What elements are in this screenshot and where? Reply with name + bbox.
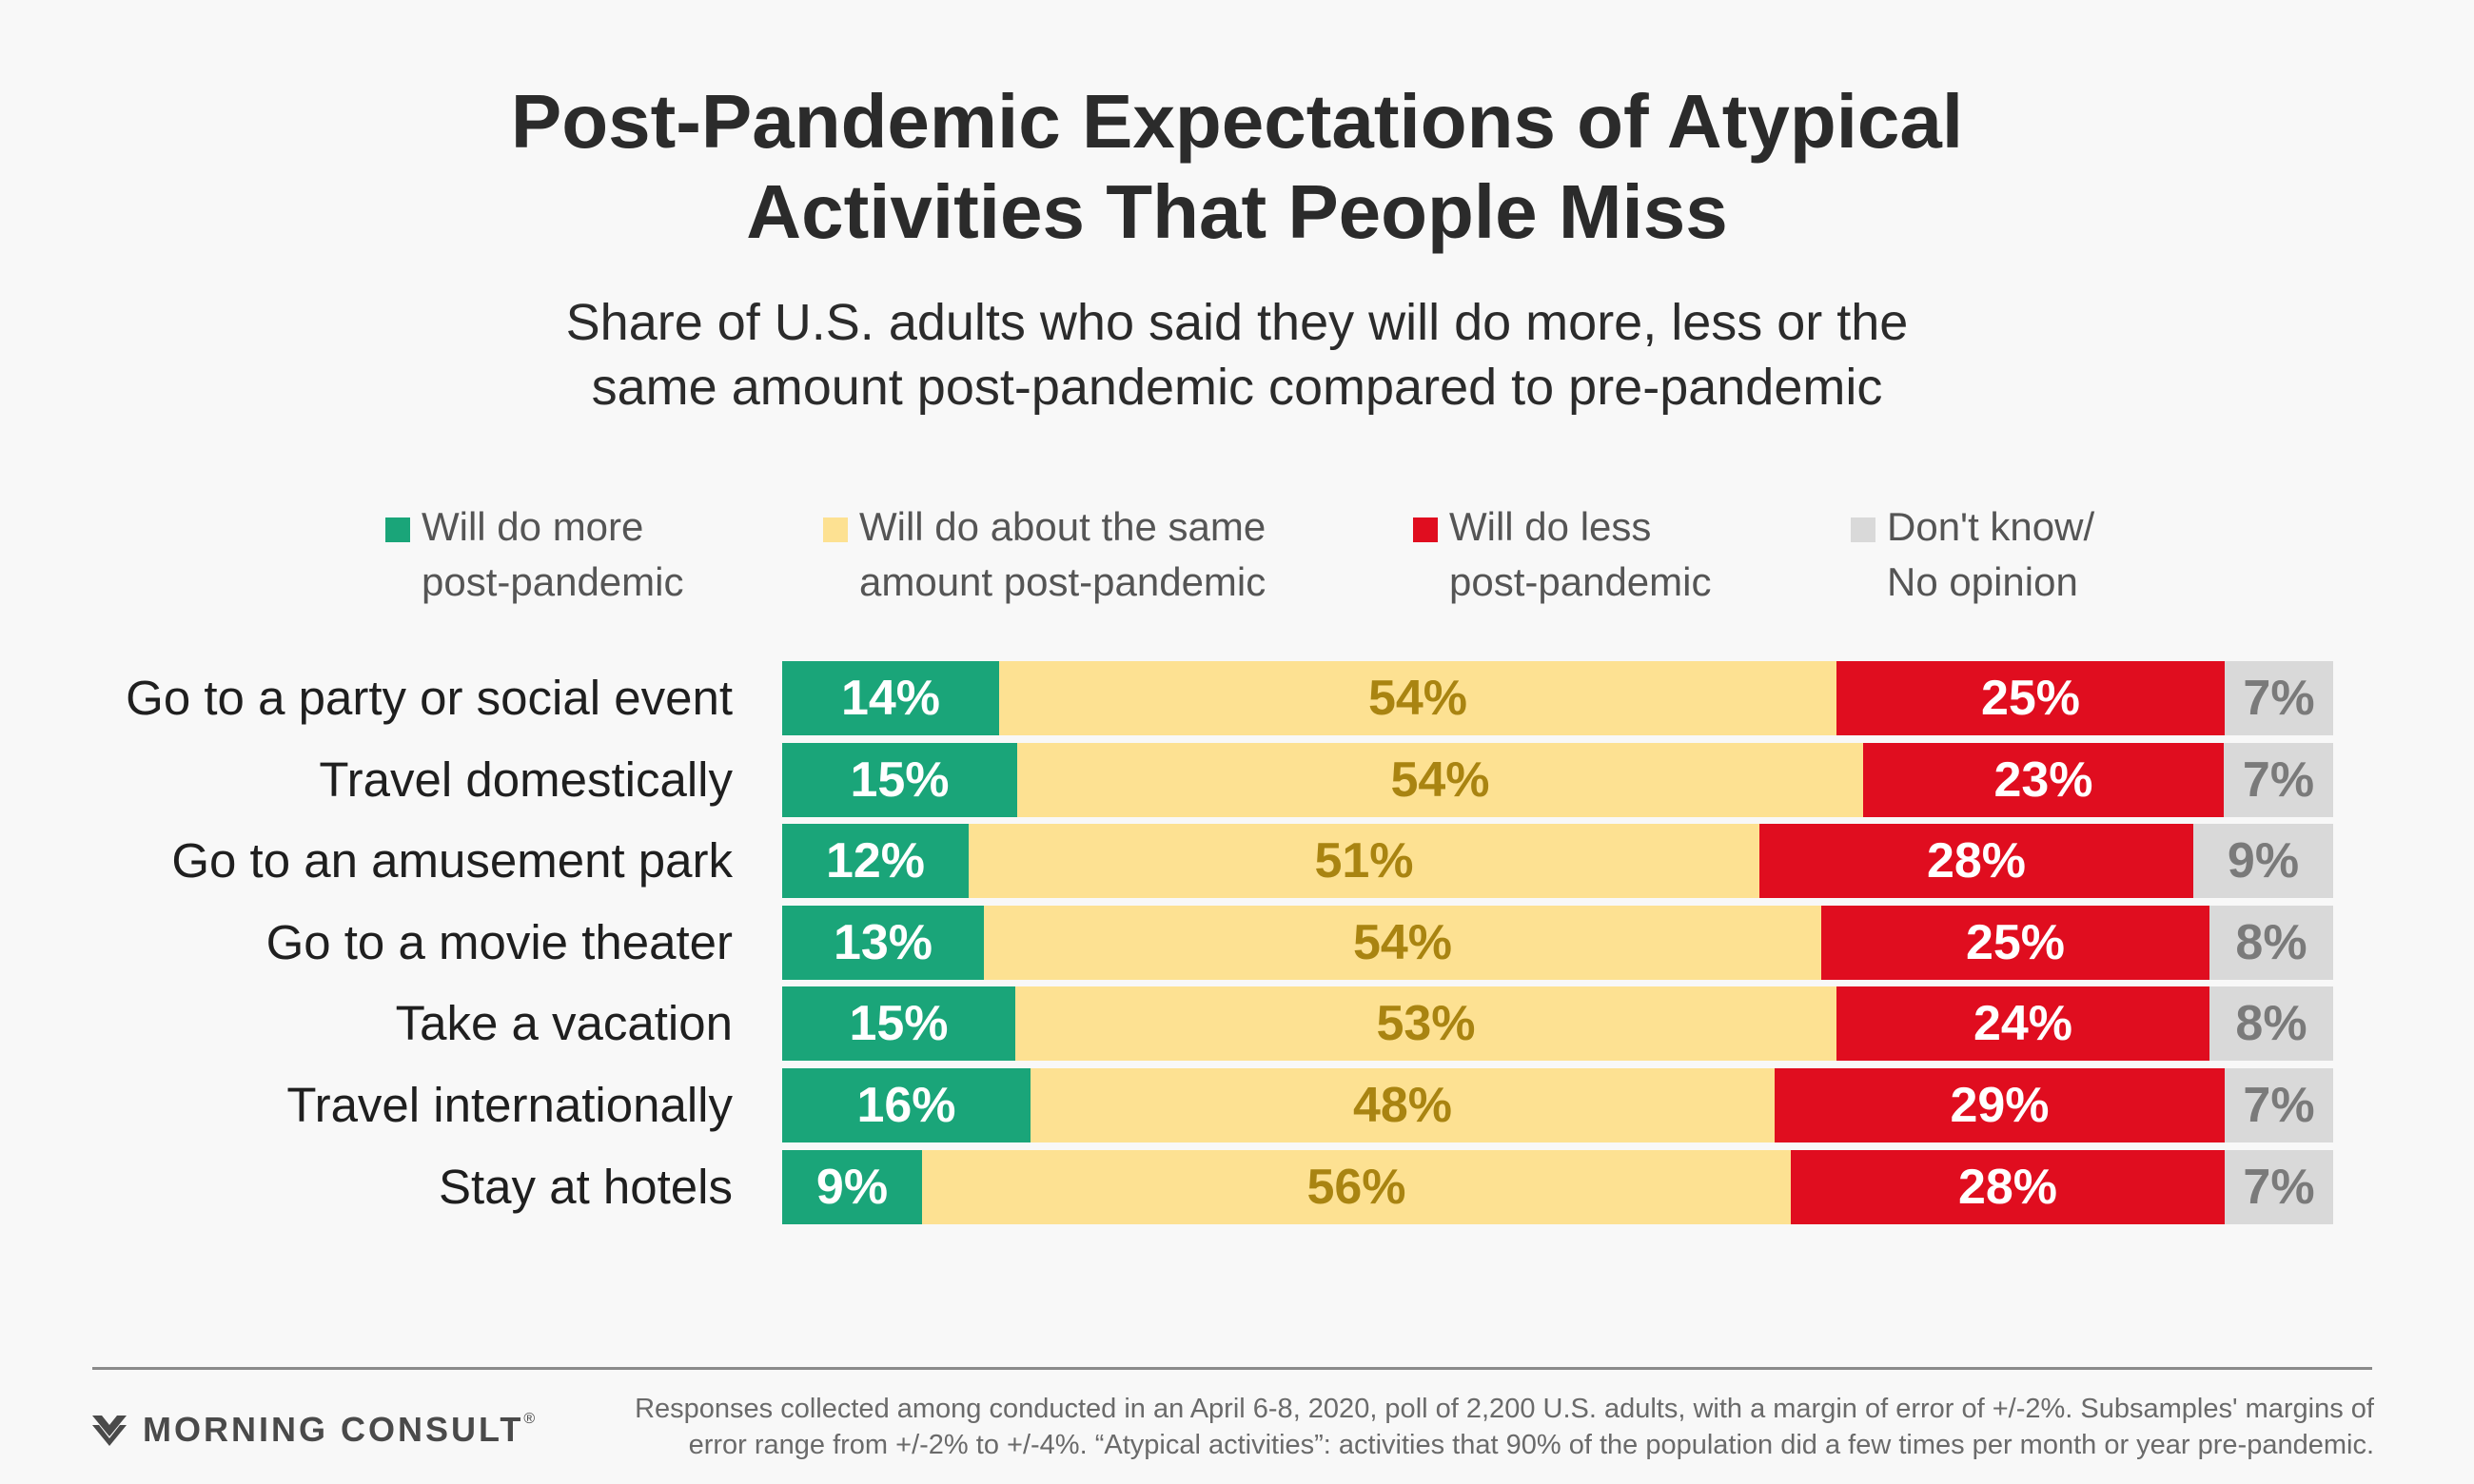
data-label: 9% [2227,833,2300,888]
bar-segment: 28% [1791,1150,2225,1224]
data-label: 8% [2235,915,2307,970]
footer-divider [92,1367,2372,1370]
data-label: 29% [1950,1078,2050,1133]
chart-subtitle-line-2: same amount post-pandemic compared to pr… [591,359,1883,416]
legend-label: Will do more post-pandemic [422,499,683,610]
bar-segment: 12% [782,824,969,898]
data-label: 48% [1352,1078,1453,1133]
legend-label: Will do less post-pandemic [1449,499,1711,610]
bar-segment: 8% [2209,986,2333,1061]
bar-segment: 25% [1821,906,2209,980]
bar-segment: 9% [2193,824,2333,898]
data-label: 7% [2243,671,2315,726]
bar-segment: 7% [2225,1068,2333,1142]
data-label: 28% [1957,1160,2058,1215]
bar-segment: 28% [1759,824,2193,898]
legend-label-line: No opinion [1887,559,2078,604]
legend-swatch [1851,517,1875,542]
data-label: 54% [1367,671,1468,726]
footnote: Responses collected among conducted in a… [566,1391,2374,1463]
legend-swatch [1413,517,1438,542]
data-label: 7% [2242,752,2315,808]
bar-segment: 15% [782,743,1017,817]
category-label: Travel internationally [286,1078,733,1132]
chart-subtitle-line-1: Share of U.S. adults who said they will … [565,294,1909,351]
data-label: 53% [1376,996,1476,1051]
chart-title-line-1: Post-Pandemic Expectations of Atypical [510,79,1964,164]
bar-segment: 14% [782,661,999,735]
legend-label: Don't know/No opinion [1887,499,2094,610]
chart-title: Post-Pandemic Expectations of Atypical A… [0,76,2474,257]
data-label: 54% [1352,915,1453,970]
bar-segment: 54% [1017,743,1863,817]
data-label: 7% [2243,1078,2315,1133]
data-label: 28% [1926,833,2027,888]
data-label: 51% [1314,833,1414,888]
data-label: 14% [840,671,941,726]
data-label: 13% [833,915,933,970]
data-label: 9% [815,1160,889,1215]
bar-segment: 16% [782,1068,1031,1142]
bar-segment: 23% [1863,743,2224,817]
brand-registered-mark: ® [523,1411,536,1427]
chart-subtitle: Share of U.S. adults who said they will … [0,290,2474,420]
bar-segment: 54% [984,906,1821,980]
category-label: Go to an amusement park [171,833,733,888]
bar-segment: 8% [2209,906,2333,980]
bar-segment: 25% [1836,661,2225,735]
bar-segment: 15% [782,986,1015,1061]
legend-label-line: post-pandemic [1449,559,1712,604]
data-label: 24% [1973,996,2073,1051]
data-label: 54% [1390,752,1490,808]
bar-segment: 53% [1015,986,1836,1061]
legend-swatch [823,517,848,542]
brand-name-text: MORNING CONSULT [143,1410,524,1449]
legend-swatch [385,517,410,542]
category-label: Take a vacation [395,996,733,1050]
data-label: 15% [850,752,950,808]
legend-label-line: Will do less [1449,504,1652,549]
morning-consult-logo-icon [92,1416,127,1446]
data-label: 16% [856,1078,956,1133]
legend-label-line: amount post-pandemic [859,559,1266,604]
data-label: 25% [1980,671,2081,726]
bar-segment: 56% [922,1150,1791,1224]
bar-segment: 51% [969,824,1759,898]
bar-segment: 13% [782,906,984,980]
category-label: Go to a movie theater [265,915,733,969]
bar-segment: 7% [2225,1150,2333,1224]
bar-segment: 7% [2225,661,2333,735]
legend-label-line: post-pandemic [422,559,684,604]
category-label: Go to a party or social event [126,671,733,725]
data-label: 23% [1993,752,2093,808]
chart-title-line-2: Activities That People Miss [746,169,1728,254]
data-label: 8% [2235,996,2307,1051]
data-label: 56% [1306,1160,1406,1215]
footnote-line-2: error range from +/-2% to +/-4%. “Atypic… [688,1430,2374,1460]
legend-label: Will do about the same amount post-pandem… [859,499,1266,610]
category-label: Travel domestically [319,752,733,807]
brand-name: MORNING CONSULT® [143,1406,535,1454]
data-label: 7% [2243,1160,2315,1215]
bar-segment: 29% [1775,1068,2225,1142]
data-label: 15% [849,996,949,1051]
chart-legend: Will do more post-pandemic Will do about t… [0,499,2474,623]
bar-segment: 48% [1031,1068,1775,1142]
bar-segment: 9% [782,1150,922,1224]
legend-label-line: Will do more [422,504,644,549]
category-label: Stay at hotels [438,1160,733,1214]
footnote-line-1: Responses collected among conducted in a… [635,1394,2374,1424]
data-label: 25% [1965,915,2066,970]
bar-segment: 54% [999,661,1836,735]
legend-label-line: Will do about the same [859,504,1266,549]
bar-segment: 7% [2224,743,2333,817]
legend-label-line: Don't know/ [1887,504,2095,549]
data-label: 12% [825,833,926,888]
bar-segment: 24% [1836,986,2209,1061]
